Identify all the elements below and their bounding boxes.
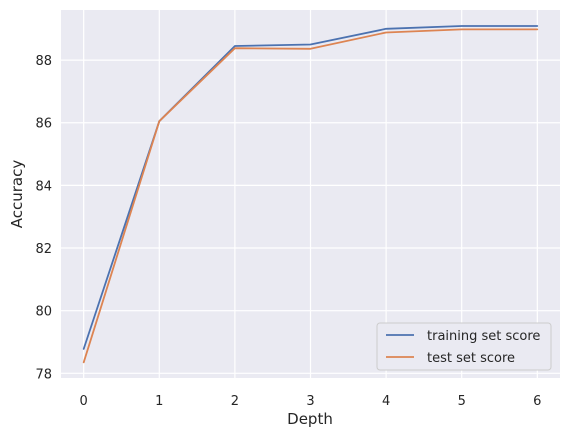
- series-lines: [82, 25, 539, 364]
- x-tick-label: 6: [533, 394, 541, 409]
- x-tick-label: 3: [306, 394, 314, 409]
- y-tick-label: 78: [35, 367, 52, 382]
- y-tick-label: 80: [35, 305, 52, 320]
- legend-label-test: test set score: [427, 351, 515, 366]
- legend-label-training: training set score: [427, 329, 540, 344]
- x-axis-label: Depth: [287, 410, 333, 428]
- y-tick-label: 82: [35, 242, 52, 257]
- y-tick-label: 86: [35, 117, 52, 132]
- x-tick-label: 2: [231, 394, 239, 409]
- series-line-test: [82, 28, 539, 364]
- y-tick-label: 88: [35, 54, 52, 69]
- x-tick-labels: 0 1 2 3 4 5 6: [80, 394, 542, 409]
- legend: training set score test set score: [376, 322, 552, 371]
- x-tick-label: 0: [80, 394, 88, 409]
- x-tick-label: 4: [382, 394, 390, 409]
- y-tick-labels: 78 80 82 84 86 88: [35, 54, 52, 382]
- legend-box: [376, 322, 552, 371]
- x-tick-label: 5: [458, 394, 466, 409]
- x-tick-label: 1: [155, 394, 163, 409]
- y-axis-label: Accuracy: [8, 160, 26, 229]
- y-tick-label: 84: [35, 179, 52, 194]
- grid-lines: [61, 10, 560, 378]
